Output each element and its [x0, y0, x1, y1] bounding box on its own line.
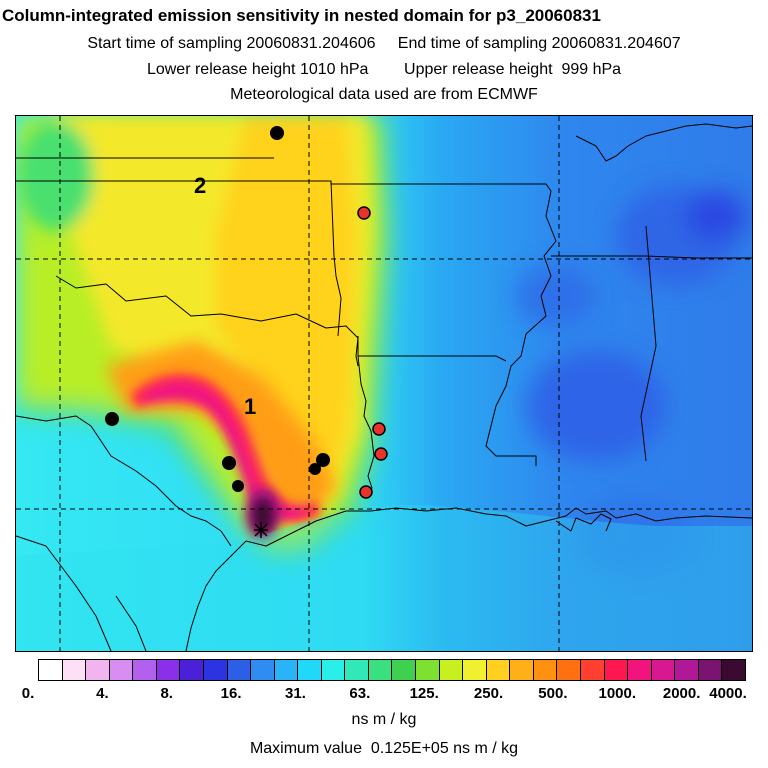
- color-scale-segment: [298, 660, 322, 680]
- color-scale-segment: [227, 660, 252, 680]
- sampling-time-line: Start time of sampling 20060831.204606 E…: [87, 35, 681, 52]
- color-scale-tick-label: 31.: [285, 685, 306, 702]
- color-scale-segment: [251, 660, 275, 680]
- color-scale-segment: [604, 660, 629, 680]
- emission-sensitivity-map: 2 1: [15, 115, 753, 652]
- color-scale-segment: [86, 660, 110, 680]
- color-scale-segment: [109, 660, 134, 680]
- color-scale-segment: [675, 660, 699, 680]
- obs-point-black: [232, 480, 244, 492]
- color-scale-segment: [392, 660, 416, 680]
- color-scale-segment: [557, 660, 581, 680]
- color-scale-tick-label: 1000.: [598, 685, 637, 702]
- color-scale-tick-label: 8.: [160, 685, 173, 702]
- color-scale-segment: [439, 660, 464, 680]
- color-scale-segment: [345, 660, 369, 680]
- color-scale-segment: [274, 660, 299, 680]
- release-height-line: Lower release height 1010 hPa Upper rele…: [146, 61, 622, 78]
- color-scale-tick-label: 2000.: [662, 685, 701, 702]
- color-scale-segment: [510, 660, 534, 680]
- receptor-star-icon: [254, 522, 268, 538]
- color-scale-segment: [133, 660, 157, 680]
- obs-point-red: [359, 485, 373, 499]
- obs-point-black: [316, 453, 330, 467]
- color-scale-tick-label: 500.: [538, 685, 568, 702]
- color-scale-tick-label: 125.: [409, 685, 439, 702]
- color-scale-tick-label: 16.: [220, 685, 242, 702]
- color-scale-segment: [533, 660, 558, 680]
- obs-point-black: [105, 412, 119, 426]
- obs-point-black: [309, 463, 321, 475]
- cluster-label-1: 1: [244, 394, 256, 419]
- color-scale-segment: [368, 660, 393, 680]
- color-scale-segment: [698, 660, 723, 680]
- color-scale-tick-label: 0.: [21, 685, 35, 702]
- obs-point-red: [372, 422, 386, 436]
- obs-point-red: [374, 447, 388, 461]
- color-scale-segment: [62, 660, 87, 680]
- color-scale-segment: [628, 660, 652, 680]
- color-scale-segment: [580, 660, 605, 680]
- color-scale-segment: [180, 660, 204, 680]
- color-scale-segment: [39, 660, 63, 680]
- cluster-label-2: 2: [194, 173, 206, 198]
- color-scale-tick-label: 63.: [349, 685, 371, 702]
- color-scale-bar: [38, 659, 746, 681]
- color-scale-tick-label: 250.: [473, 685, 504, 702]
- met-data-line: Meteorological data used are from ECMWF: [230, 86, 538, 103]
- color-scale-tick-label: 4000.: [709, 685, 747, 702]
- obs-point-black: [270, 126, 284, 140]
- color-scale-segment: [722, 660, 745, 680]
- obs-point-red: [357, 206, 371, 220]
- color-scale-segment: [321, 660, 346, 680]
- color-scale-segment: [651, 660, 676, 680]
- color-scale-segment: [156, 660, 181, 680]
- color-scale-units: ns m / kg: [351, 711, 417, 728]
- plot-title: Column-integrated emission sensitivity i…: [2, 6, 601, 25]
- obs-point-black: [222, 456, 236, 470]
- color-scale-segment: [463, 660, 487, 680]
- color-scale-segment: [486, 660, 511, 680]
- color-scale-segment: [203, 660, 228, 680]
- color-scale-segment: [416, 660, 440, 680]
- color-scale-tick-label: 4.: [96, 685, 109, 702]
- maximum-value-note: Maximum value 0.125E+05 ns m / kg: [249, 740, 519, 757]
